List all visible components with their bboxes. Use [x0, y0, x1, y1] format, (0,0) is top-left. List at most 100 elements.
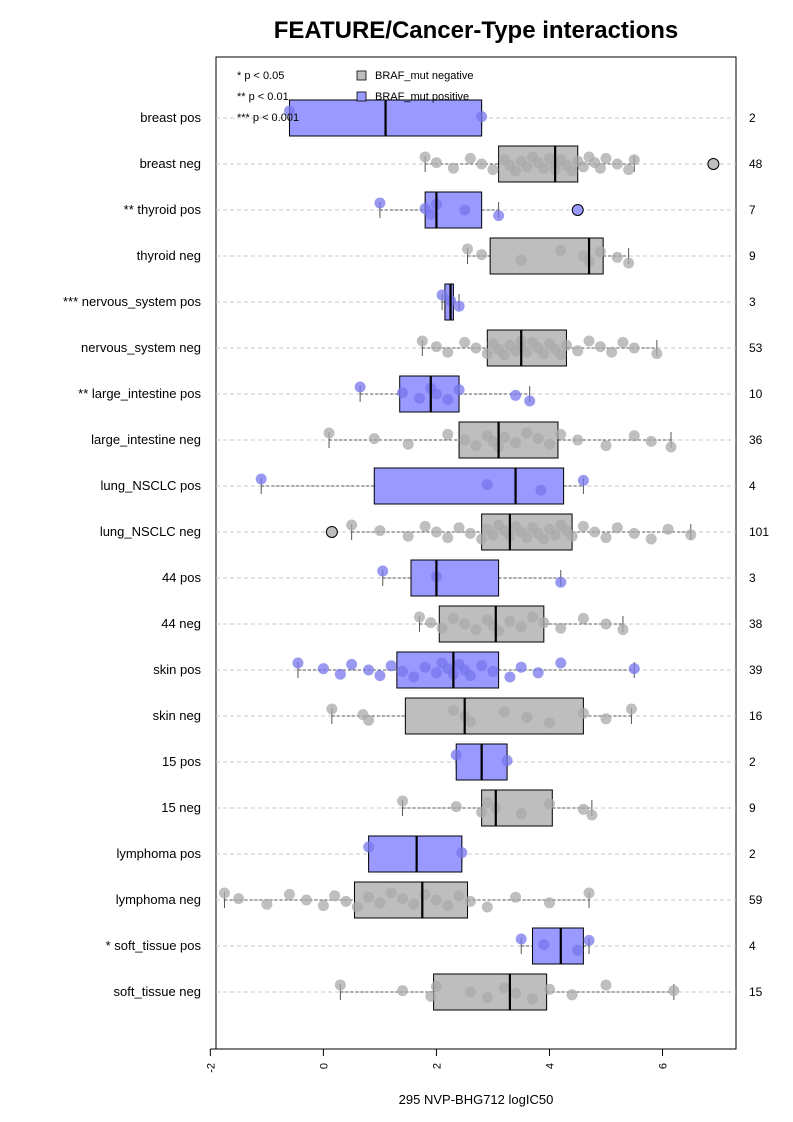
row-count: 36 — [749, 433, 763, 447]
data-point — [323, 427, 335, 439]
row-14: 15 pos 2 — [162, 743, 756, 781]
data-point — [600, 713, 612, 725]
data-point — [317, 663, 329, 675]
data-point — [476, 806, 488, 818]
row-15: 15 neg 9 — [161, 789, 756, 827]
data-point — [442, 394, 454, 406]
data-point — [515, 661, 527, 673]
data-point — [470, 342, 482, 354]
data-point — [555, 244, 567, 256]
data-point — [464, 670, 476, 682]
row-count: 9 — [749, 249, 756, 263]
data-point — [566, 530, 578, 542]
row-count: 3 — [749, 571, 756, 585]
data-point — [334, 668, 346, 680]
row-0: breast pos 2 — [140, 99, 756, 137]
legend-label: BRAF_mut negative — [375, 70, 473, 82]
data-point — [527, 993, 539, 1005]
data-point — [628, 663, 640, 675]
data-point — [572, 345, 584, 357]
data-point — [300, 894, 312, 906]
outlier-point — [707, 158, 720, 170]
row-label: lung_NSCLC pos — [101, 478, 202, 493]
data-point — [464, 527, 476, 539]
data-point — [510, 437, 522, 449]
outlier-point — [325, 526, 338, 538]
data-point — [419, 520, 431, 532]
data-point — [261, 898, 273, 910]
data-point — [600, 618, 612, 630]
data-point — [442, 532, 454, 544]
box — [404, 697, 584, 735]
data-point — [351, 901, 363, 913]
data-point — [436, 289, 448, 301]
data-point — [368, 433, 380, 445]
box — [433, 973, 548, 1011]
data-point — [346, 519, 358, 531]
data-point — [397, 795, 409, 807]
data-point — [583, 934, 595, 946]
data-point — [600, 979, 612, 991]
box — [368, 835, 463, 873]
data-point — [538, 348, 550, 360]
data-point — [397, 893, 409, 905]
data-point — [538, 162, 550, 174]
data-point — [419, 151, 431, 163]
data-point — [535, 484, 547, 496]
row-label: breast neg — [140, 156, 201, 171]
data-point — [566, 165, 578, 177]
data-point — [515, 933, 527, 945]
data-point — [416, 335, 428, 347]
data-point — [611, 158, 623, 170]
data-point — [555, 622, 567, 634]
data-point — [470, 624, 482, 636]
data-point — [577, 707, 589, 719]
data-point — [459, 434, 471, 446]
data-point — [363, 664, 375, 676]
data-point — [292, 657, 304, 669]
data-point — [408, 898, 420, 910]
box — [424, 191, 483, 229]
row-11: 44 neg 38 — [161, 605, 763, 643]
row-label: lymphoma pos — [116, 846, 201, 861]
data-point — [476, 111, 488, 123]
data-point — [385, 660, 397, 672]
x-tick-label: 4 — [544, 1063, 556, 1069]
row-label: *** nervous_system pos — [63, 294, 202, 309]
data-point — [510, 891, 522, 903]
data-point — [408, 671, 420, 683]
data-point — [442, 900, 454, 912]
row-18: * soft_tissue pos 4 — [106, 927, 756, 965]
data-point — [628, 154, 640, 166]
data-point — [374, 525, 386, 537]
data-point — [481, 479, 493, 491]
significance-legend-item: * p < 0.05 — [237, 70, 284, 82]
data-point — [453, 890, 465, 902]
row-count: 101 — [749, 525, 769, 539]
data-point — [501, 755, 513, 767]
group-legend: BRAF_mut negative BRAF_mut positive — [356, 70, 473, 103]
data-point — [442, 346, 454, 358]
data-point — [464, 152, 476, 164]
data-point — [555, 349, 567, 361]
data-point — [600, 152, 612, 164]
data-point — [450, 749, 462, 761]
data-point — [549, 529, 561, 541]
data-point — [543, 798, 555, 810]
data-point — [385, 887, 397, 899]
significance-legend-item: *** p < 0.001 — [237, 112, 299, 124]
row-label: 15 pos — [162, 754, 202, 769]
data-point — [430, 341, 442, 353]
data-point — [462, 243, 474, 255]
data-point — [481, 348, 493, 360]
data-point — [527, 611, 539, 623]
data-point — [521, 711, 533, 723]
data-point — [543, 438, 555, 450]
data-point — [456, 847, 468, 859]
row-label: skin neg — [153, 708, 201, 723]
data-point — [283, 888, 295, 900]
data-point — [555, 657, 567, 669]
data-point — [498, 982, 510, 994]
data-point — [430, 388, 442, 400]
data-point — [555, 428, 567, 440]
